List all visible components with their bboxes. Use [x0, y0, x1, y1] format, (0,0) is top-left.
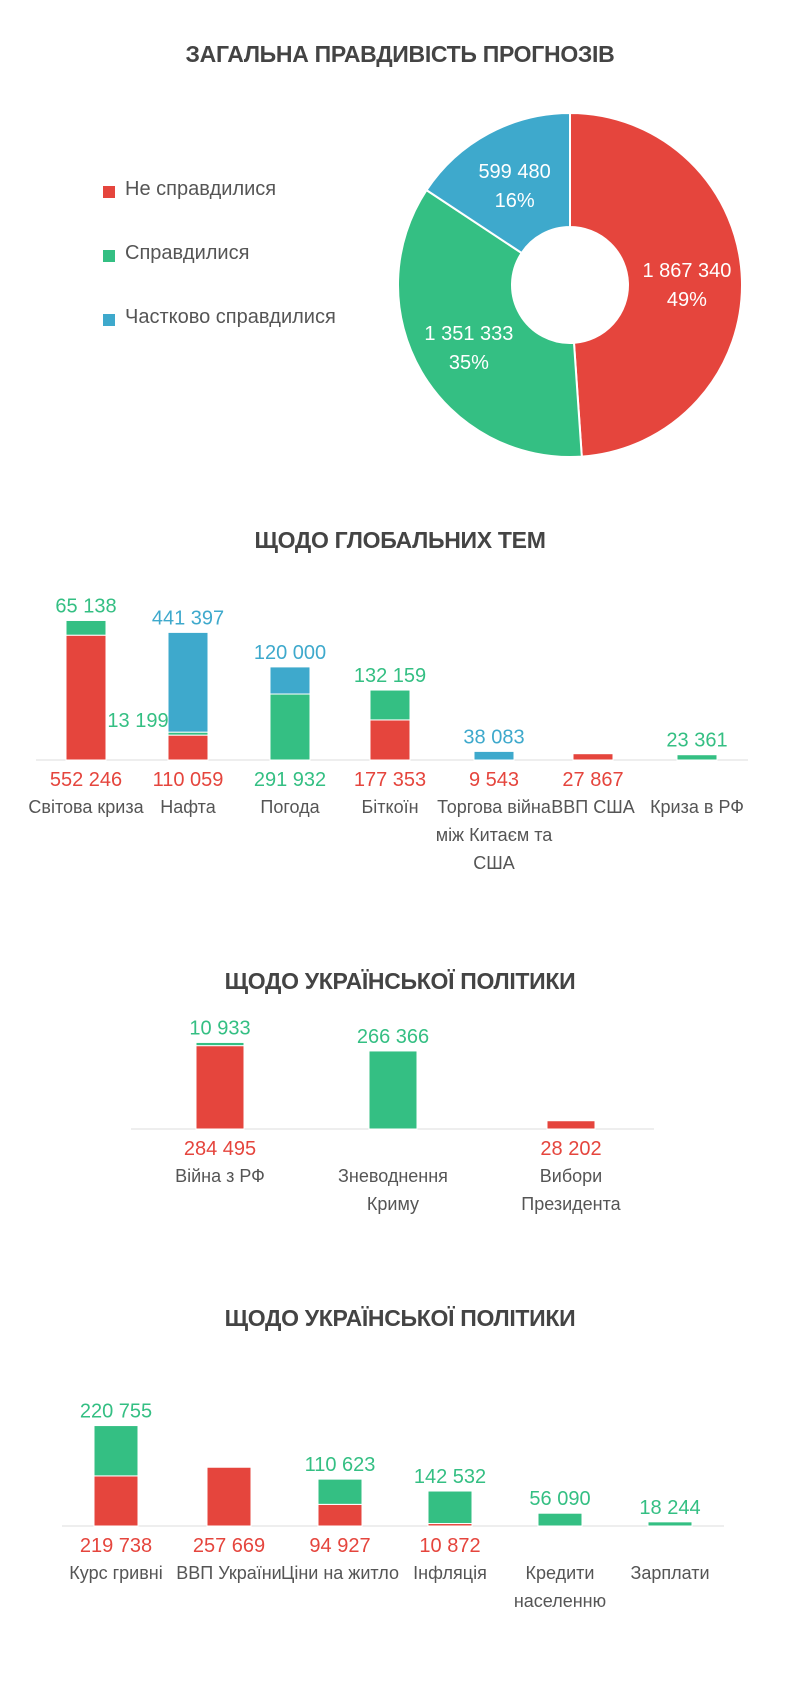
category-label: Світова криза: [28, 797, 144, 817]
global-topics-bar-chart: 65 138 552 246 Світова криза 441 397 110 059…: [28, 595, 748, 873]
pie-value-label: 1 351 333: [424, 323, 513, 345]
bar-segment: [93, 1425, 139, 1477]
category-label: США: [473, 853, 515, 873]
category-label: Зарплати: [630, 1563, 709, 1583]
bar-bottom-label: 28 202: [540, 1138, 601, 1160]
bar-segment: [369, 719, 411, 761]
bar-top-label: 132 159: [354, 665, 426, 687]
bar-top-label: 266 366: [357, 1026, 429, 1048]
ukraine-politics-title: ЩОДО УКРАЇНСЬКОЇ ПОЛІТИКИ: [224, 968, 576, 994]
bar-segment: [195, 1045, 245, 1130]
pie-value-label: 1 867 340: [642, 260, 731, 282]
pie-percent-label: 49%: [667, 289, 707, 311]
pie-slice: [425, 111, 571, 255]
bar-segment: [206, 1466, 252, 1527]
bar-segment: [676, 754, 718, 761]
category-label: Війна з РФ: [175, 1166, 265, 1186]
bar-top-label: 23 361: [666, 730, 727, 752]
category-label: ВВП України: [176, 1563, 281, 1583]
bar-bottom-label: 257 669: [193, 1535, 265, 1557]
bar-segment: [368, 1050, 418, 1130]
bar-bottom-label: 177 353: [354, 769, 426, 791]
bar-segment: [317, 1503, 363, 1527]
ukraine-economy-bar-chart: 220 755 219 738 Курс гривні 257 669 ВВП Укра…: [62, 1401, 724, 1611]
pie-percent-label: 16%: [495, 190, 535, 212]
bar-segment: [65, 634, 107, 761]
legend-swatch-red: [103, 186, 115, 198]
category-label: Криза в РФ: [650, 797, 744, 817]
bar-bottom-label: 219 738: [80, 1535, 152, 1557]
category-label: між Китаєм та: [436, 825, 554, 845]
bar-segment: [167, 631, 209, 733]
bar-bottom-label: 9 543: [469, 769, 519, 791]
pie-percent-label: 35%: [449, 352, 489, 374]
bar-top-label: 56 090: [529, 1488, 590, 1510]
legend-swatch-green: [103, 250, 115, 262]
bar-segment: [537, 1512, 583, 1527]
category-label: Вибори: [540, 1166, 602, 1186]
bar-segment: [427, 1490, 473, 1525]
bar-bottom-label: 94 927: [309, 1535, 370, 1557]
legend-item-partial: Частково справдилися: [103, 306, 336, 370]
category-label: Біткоїн: [361, 797, 418, 817]
bar-segment: [546, 1120, 596, 1130]
bar-top-label: 18 244: [639, 1497, 700, 1519]
category-label: Курс гривні: [69, 1563, 162, 1583]
category-label: Зневоднення: [338, 1166, 448, 1186]
pie-slice: [569, 111, 743, 458]
bar-segment: [195, 1041, 245, 1047]
bar-segment: [473, 750, 515, 761]
bar-bottom-label: 291 932: [254, 769, 326, 791]
bar-segment: [93, 1475, 139, 1527]
bar-top-label: 220 755: [80, 1401, 152, 1423]
bar-segment: [269, 693, 311, 761]
category-label: Кредити: [526, 1563, 595, 1583]
pie-chart-title: ЗАГАЛЬНА ПРАВДИВІСТЬ ПРОГНОЗІВ: [185, 41, 615, 67]
pie-slice: [397, 188, 583, 458]
bar-segment: [317, 1478, 363, 1505]
legend-label-not-fulfilled: Не справдилися: [125, 178, 277, 200]
pie-value-label: 599 480: [478, 161, 550, 183]
bar-segment: [269, 666, 311, 695]
category-label: Інфляція: [413, 1563, 487, 1583]
category-label: Ціни на житло: [281, 1563, 399, 1583]
bar-segment: [369, 689, 411, 721]
pie-legend: Не справдилися Справдилися Частково спра…: [103, 178, 336, 370]
category-label: Торгова війна: [437, 797, 552, 817]
global-topics-title: ЩОДО ГЛОБАЛЬНИХ ТЕМ: [254, 527, 546, 553]
ukraine-economy-title: ЩОДО УКРАЇНСЬКОЇ ПОЛІТИКИ: [224, 1305, 576, 1331]
legend-item-fulfilled: Справдилися: [103, 242, 336, 306]
legend-item-not-fulfilled: Не справдилися: [103, 178, 336, 242]
category-label: населенню: [514, 1591, 606, 1611]
bar-top-label: 110 623: [305, 1454, 376, 1476]
legend-label-partial: Частково справдилися: [125, 306, 336, 328]
bar-top-label: 142 532: [414, 1466, 486, 1488]
bar-top-label: 10 933: [189, 1017, 250, 1039]
bar-bottom-label: 110 059: [153, 769, 224, 791]
bar-segment: [167, 734, 209, 761]
category-label: Криму: [367, 1194, 419, 1214]
bar-segment: [65, 619, 107, 636]
bar-segment: [572, 753, 614, 761]
category-label: Президента: [521, 1194, 621, 1214]
pie-chart: 1 867 340 49% 1 351 333 35% 599 480 16%: [397, 111, 743, 458]
bar-top-label: 65 138: [55, 595, 116, 617]
bar-top-label: 120 000: [254, 642, 326, 664]
bar-side-label: 13 199: [107, 710, 168, 732]
bar-bottom-label: 552 246: [50, 769, 122, 791]
bar-top-label: 441 397: [152, 607, 224, 629]
bar-bottom-label: 284 495: [184, 1138, 256, 1160]
category-label: Погода: [260, 797, 320, 817]
bar-bottom-label: 10 872: [419, 1535, 480, 1557]
bar-bottom-label: 27 867: [562, 769, 623, 791]
category-label: ВВП США: [551, 797, 634, 817]
category-label: Нафта: [160, 797, 216, 817]
legend-swatch-blue: [103, 314, 115, 326]
ukraine-politics-bar-chart: 10 933 284 495 Війна з РФ 266 366 Зневодненн…: [131, 1017, 654, 1214]
legend-label-fulfilled: Справдилися: [125, 242, 250, 264]
bar-segment: [647, 1521, 693, 1527]
bar-top-label: 38 083: [463, 726, 524, 748]
